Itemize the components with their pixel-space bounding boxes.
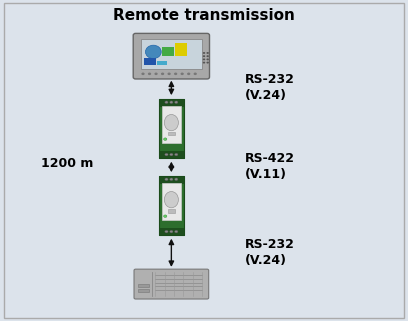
Circle shape (165, 153, 168, 156)
Text: RS-232: RS-232 (245, 238, 295, 251)
Ellipse shape (146, 45, 161, 58)
FancyBboxPatch shape (134, 269, 209, 299)
Circle shape (142, 73, 145, 75)
Bar (159, 99, 184, 106)
Text: (V.24): (V.24) (245, 254, 287, 267)
Circle shape (170, 178, 173, 180)
Circle shape (168, 73, 171, 75)
Circle shape (170, 153, 173, 156)
Circle shape (174, 73, 177, 75)
Circle shape (175, 153, 178, 156)
Circle shape (187, 73, 190, 75)
Text: RS-232: RS-232 (245, 74, 295, 86)
Text: Remote transmission: Remote transmission (113, 8, 295, 23)
Text: 1200 m: 1200 m (41, 157, 93, 170)
Bar (162, 47, 174, 56)
Bar (159, 99, 184, 158)
Text: (V.11): (V.11) (245, 169, 287, 181)
Circle shape (148, 73, 151, 75)
Circle shape (155, 73, 158, 75)
Bar (162, 183, 181, 220)
Bar (159, 151, 184, 158)
Circle shape (164, 138, 167, 141)
Circle shape (170, 101, 173, 103)
Circle shape (203, 62, 205, 64)
Circle shape (170, 230, 173, 233)
Circle shape (206, 55, 209, 57)
Bar (144, 58, 155, 65)
FancyBboxPatch shape (133, 33, 210, 79)
Circle shape (206, 58, 209, 60)
Circle shape (206, 52, 209, 54)
Text: (V.24): (V.24) (245, 90, 287, 102)
Bar (162, 106, 181, 143)
Circle shape (203, 58, 205, 60)
Circle shape (165, 230, 168, 233)
Circle shape (175, 230, 178, 233)
Bar (159, 228, 184, 235)
Bar (159, 176, 184, 183)
Bar (168, 209, 175, 213)
Circle shape (175, 178, 178, 180)
Circle shape (165, 101, 168, 103)
Bar (157, 61, 167, 65)
Bar (159, 176, 184, 235)
Bar (138, 289, 149, 292)
Circle shape (161, 73, 164, 75)
Circle shape (180, 73, 184, 75)
Circle shape (164, 215, 167, 218)
Bar (141, 39, 202, 69)
Circle shape (165, 178, 168, 180)
Circle shape (193, 73, 197, 75)
Bar (168, 132, 175, 135)
Bar (175, 43, 187, 56)
Circle shape (206, 62, 209, 64)
Text: RS-422: RS-422 (245, 152, 295, 165)
Ellipse shape (164, 192, 178, 208)
Ellipse shape (164, 115, 178, 131)
Bar (138, 284, 149, 287)
Circle shape (175, 101, 178, 103)
Circle shape (203, 52, 205, 54)
Circle shape (203, 55, 205, 57)
